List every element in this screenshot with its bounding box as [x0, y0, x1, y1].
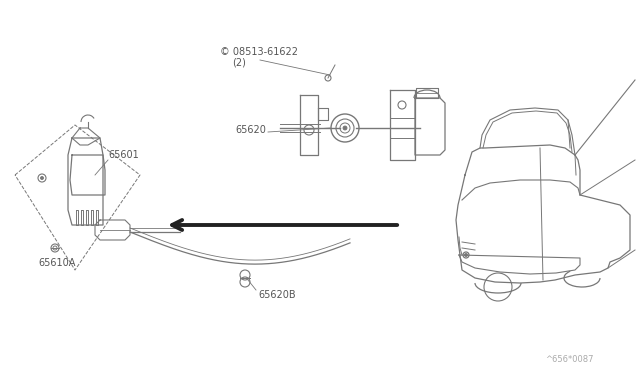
Text: 65620: 65620: [235, 125, 266, 135]
Text: ^656*0087: ^656*0087: [545, 356, 593, 365]
Text: © 08513-61622: © 08513-61622: [220, 47, 298, 57]
Text: 65620B: 65620B: [258, 290, 296, 300]
Circle shape: [465, 253, 467, 257]
Circle shape: [343, 126, 347, 130]
Text: 65610A: 65610A: [38, 258, 76, 268]
Text: (2): (2): [232, 57, 246, 67]
Circle shape: [40, 176, 44, 180]
Text: 65601: 65601: [108, 150, 139, 160]
